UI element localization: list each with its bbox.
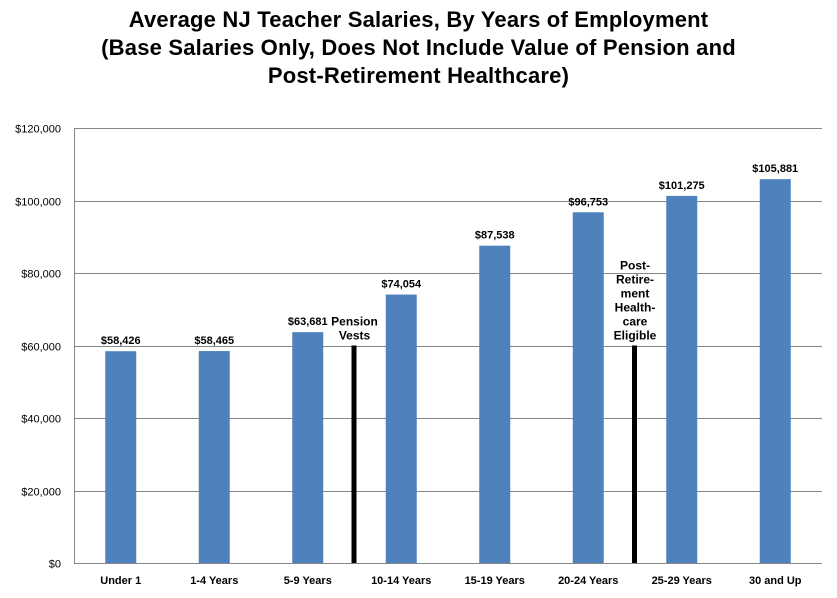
annotation-text: Post-	[620, 259, 650, 273]
x-tick-label: 5-9 Years	[284, 575, 332, 587]
bar	[666, 195, 698, 564]
bar	[385, 294, 417, 563]
gridlines	[74, 128, 822, 492]
x-tick-label: 25-29 Years	[652, 575, 712, 587]
y-tick-label: $40,000	[21, 414, 61, 426]
marker-line	[351, 345, 357, 564]
x-tick-label: 20-24 Years	[558, 575, 618, 587]
annotation-text: Health-	[615, 301, 656, 315]
data-label: $101,275	[659, 180, 705, 192]
annotation-text: ment	[621, 287, 650, 301]
data-label: $105,881	[752, 163, 798, 175]
marker-line	[632, 345, 637, 564]
bar	[198, 351, 230, 563]
x-tick-label: Under 1	[100, 575, 141, 587]
annotation-text: Eligible	[614, 329, 657, 343]
annotation-text: Vests	[339, 329, 371, 343]
x-tick-label: 30 and Up	[749, 575, 802, 587]
annotation-text: Retire-	[616, 273, 654, 287]
chart-title: Average NJ Teacher Salaries, By Years of…	[0, 6, 837, 90]
bar	[105, 351, 137, 563]
bar	[479, 245, 511, 563]
x-tick-label: 1-4 Years	[190, 575, 238, 587]
bars: $58,426 $58,465 $63,681 $74,054 $87,538 $96,7…	[101, 163, 798, 564]
annotation-text: Pension	[331, 315, 378, 329]
y-tick-label: $80,000	[21, 269, 61, 281]
annotation-text: care	[623, 315, 648, 329]
chart-title-line-2: (Base Salaries Only, Does Not Include Va…	[101, 35, 736, 60]
data-label: $58,426	[101, 335, 141, 347]
data-label: $63,681	[288, 316, 328, 328]
data-label: $96,753	[568, 196, 608, 208]
y-tick-label: $60,000	[21, 342, 61, 354]
y-axis: $0 $20,000 $40,000 $60,000 $80,000 $100,000 $1…	[15, 124, 75, 571]
x-tick-label: 10-14 Years	[371, 575, 431, 587]
y-tick-label: $20,000	[21, 487, 61, 499]
data-label: $74,054	[381, 279, 422, 291]
data-label: $87,538	[475, 230, 515, 242]
chart-title-line-1: Average NJ Teacher Salaries, By Years of…	[128, 7, 709, 32]
data-label: $58,465	[194, 335, 234, 347]
bar	[572, 212, 604, 563]
y-tick-label: $0	[49, 559, 61, 571]
x-axis: Under 1 1-4 Years 5-9 Years 10-14 Years 15-1…	[74, 563, 822, 587]
chart-title-line-3: Post-Retirement Healthcare)	[267, 63, 570, 88]
y-tick-label: $120,000	[15, 124, 61, 136]
bar	[759, 179, 791, 563]
bar	[292, 332, 324, 563]
x-tick-label: 15-19 Years	[465, 575, 525, 587]
y-tick-label: $100,000	[15, 197, 61, 209]
